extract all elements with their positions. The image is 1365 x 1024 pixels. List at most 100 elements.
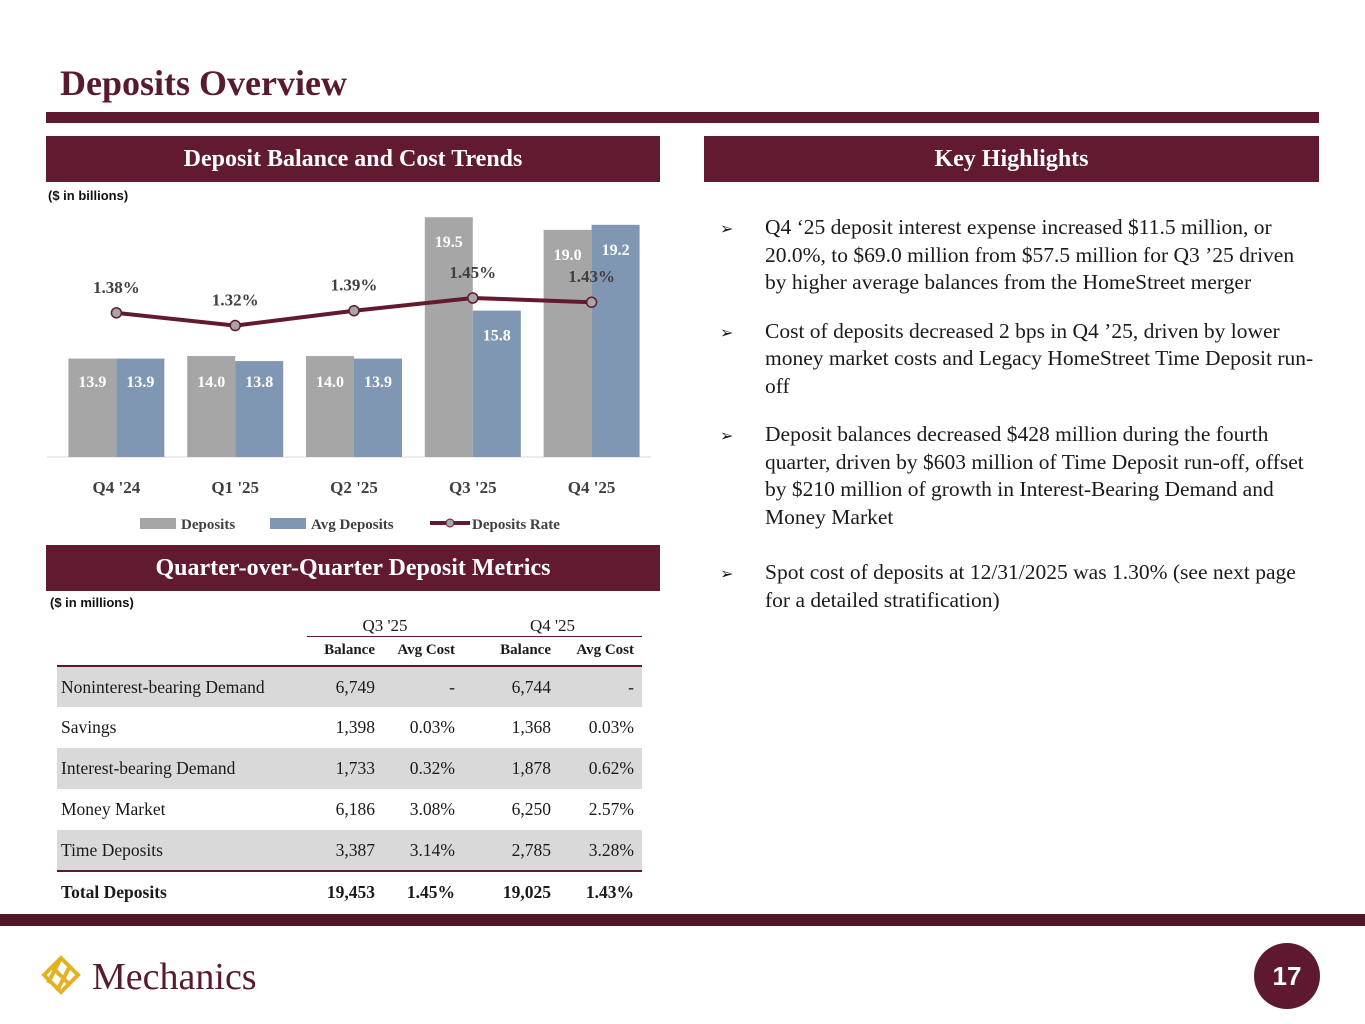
arrow-bullet-icon: ➢ bbox=[720, 428, 734, 445]
rate-data-label: 1.43% bbox=[568, 267, 615, 286]
highlight-item: ➢ Spot cost of deposits at 12/31/2025 was… bbox=[720, 559, 1320, 614]
cell: 6,744 bbox=[463, 666, 559, 707]
row-label: Interest-bearing Demand bbox=[57, 748, 307, 789]
bar-data-label: 13.9 bbox=[78, 374, 106, 391]
table-group-header-row: Q3 '25 Q4 '25 bbox=[57, 604, 642, 637]
row-label: Total Deposits bbox=[57, 870, 307, 912]
bar-avg-deposits bbox=[472, 310, 521, 457]
table-subheader-row: Balance Avg Cost Balance Avg Cost bbox=[57, 636, 642, 667]
bar-avg-deposits bbox=[116, 358, 165, 457]
page-number: 17 bbox=[1254, 943, 1320, 1009]
legend-label: Deposits Rate bbox=[472, 517, 560, 533]
col-header: Balance bbox=[307, 636, 383, 667]
rate-data-label: 1.38% bbox=[93, 278, 140, 297]
table-row: Money Market 6,186 3.08% 6,250 2.57% bbox=[57, 789, 642, 830]
row-label: Time Deposits bbox=[57, 830, 307, 871]
bar-data-label: 19.2 bbox=[602, 242, 630, 259]
row-label: Savings bbox=[61, 717, 117, 737]
x-tick-label: Q2 '25 bbox=[330, 478, 378, 497]
deposit-trends-chart: 13.9 13.9 Q4 '24 14.0 13.8 Q1 '25 14.0 13.9 Q2 '… bbox=[47, 217, 651, 533]
arrow-bullet-icon: ➢ bbox=[720, 221, 734, 238]
logo-mark-icon bbox=[41, 955, 81, 995]
rate-point bbox=[585, 296, 598, 308]
cell: 3,387 bbox=[307, 830, 383, 871]
rate-point bbox=[348, 304, 360, 317]
highlights-section-header: Key Highlights bbox=[704, 136, 1319, 182]
rate-point bbox=[110, 307, 123, 319]
group-q4: Q4 '25 bbox=[463, 604, 642, 637]
bar-data-label: 19.0 bbox=[554, 247, 582, 264]
x-tick-label: Q4 '25 bbox=[568, 478, 616, 497]
bar-deposits bbox=[68, 358, 117, 457]
legend-marker bbox=[445, 518, 455, 528]
cell: 0.62% bbox=[559, 748, 642, 789]
page-title: Deposits Overview bbox=[60, 63, 347, 103]
bar-avg-deposits bbox=[235, 361, 284, 457]
col-header: Avg Cost bbox=[383, 636, 463, 667]
company-logo: Mechanics bbox=[40, 955, 257, 999]
cell: 6,250 bbox=[511, 799, 551, 819]
bar-deposits bbox=[424, 217, 473, 457]
rate-point bbox=[229, 319, 241, 332]
cell: 1,733 bbox=[307, 748, 383, 789]
cell: 1,368 bbox=[511, 717, 551, 737]
cell: - bbox=[383, 666, 463, 707]
cell: 3.28% bbox=[559, 830, 642, 871]
bar-deposits bbox=[187, 356, 236, 457]
cell: 1.43% bbox=[559, 870, 642, 912]
cell: 3.14% bbox=[383, 830, 463, 871]
bar-data-label: 19.5 bbox=[435, 234, 463, 251]
cell: 1,878 bbox=[463, 748, 559, 789]
deposit-metrics-table: Q3 '25 Q4 '25 Balance Avg Cost Balance A… bbox=[57, 604, 642, 912]
cell: 0.03% bbox=[588, 717, 634, 737]
legend-label: Deposits bbox=[181, 517, 235, 533]
legend-swatch bbox=[140, 518, 176, 529]
cell: 2.57% bbox=[588, 799, 634, 819]
title-divider bbox=[46, 112, 1319, 123]
table-row: Savings 1,398 0.03% 1,368 0.03% bbox=[57, 707, 642, 748]
highlight-item: ➢ Deposit balances decreased $428 million… bbox=[720, 421, 1320, 531]
bar-data-label: 13.8 bbox=[245, 374, 273, 391]
rate-data-label: 1.39% bbox=[331, 276, 378, 295]
legend-label: Avg Deposits bbox=[311, 517, 394, 533]
legend-swatch bbox=[270, 518, 306, 529]
highlight-text: Q4 ‘25 deposit interest expense increase… bbox=[765, 215, 1295, 294]
highlight-text: Deposit balances decreased $428 million … bbox=[765, 422, 1304, 529]
bar-deposits bbox=[543, 229, 592, 457]
highlight-text: Cost of deposits decreased 2 bps in Q4 ’… bbox=[765, 318, 1314, 398]
bar-data-label: 13.9 bbox=[126, 374, 154, 391]
chart-unit-label: ($ in billions) bbox=[48, 188, 129, 203]
chart-section-header: Deposit Balance and Cost Trends bbox=[46, 136, 660, 182]
highlight-item: ➢ Q4 ‘25 deposit interest expense increas… bbox=[720, 214, 1320, 297]
footer-divider bbox=[0, 914, 1365, 926]
cell: - bbox=[559, 666, 642, 707]
row-label: Noninterest-bearing Demand bbox=[57, 666, 307, 707]
cell: 0.32% bbox=[383, 748, 463, 789]
x-tick-label: Q3 '25 bbox=[449, 478, 497, 497]
highlight-text: Spot cost of deposits at 12/31/2025 was … bbox=[765, 560, 1296, 612]
cell: 2,785 bbox=[463, 830, 559, 871]
bar-data-label: 14.0 bbox=[197, 374, 225, 391]
arrow-bullet-icon: ➢ bbox=[720, 566, 734, 583]
table-row: Noninterest-bearing Demand 6,749-6,744- bbox=[57, 666, 642, 707]
group-q3: Q3 '25 bbox=[307, 604, 463, 637]
cell: 1.45% bbox=[383, 870, 463, 912]
rate-data-label: 1.32% bbox=[212, 291, 259, 310]
cell: 3.08% bbox=[409, 799, 455, 819]
row-label: Money Market bbox=[61, 799, 166, 819]
cell: 1,398 bbox=[335, 717, 375, 737]
cell: 19,025 bbox=[463, 870, 559, 912]
col-header: Balance bbox=[463, 636, 559, 667]
table-row: Time Deposits 3,387 3.14% 2,785 3.28% bbox=[57, 830, 642, 871]
table-row: Interest-bearing Demand 1,733 0.32% 1,878 0.… bbox=[57, 748, 642, 789]
cell: 0.03% bbox=[409, 717, 455, 737]
highlights-list: ➢ Q4 ‘25 deposit interest expense increas… bbox=[720, 214, 1320, 614]
x-tick-label: Q4 '24 bbox=[93, 478, 141, 497]
bar-deposits bbox=[306, 356, 354, 457]
rate-point bbox=[467, 292, 479, 304]
table-section-header: Quarter-over-Quarter Deposit Metrics bbox=[46, 545, 660, 591]
x-tick-label: Q1 '25 bbox=[211, 478, 259, 497]
bar-avg-deposits bbox=[354, 358, 402, 457]
table-unit-label: ($ in millions) bbox=[50, 595, 134, 610]
col-header: Avg Cost bbox=[559, 636, 642, 667]
